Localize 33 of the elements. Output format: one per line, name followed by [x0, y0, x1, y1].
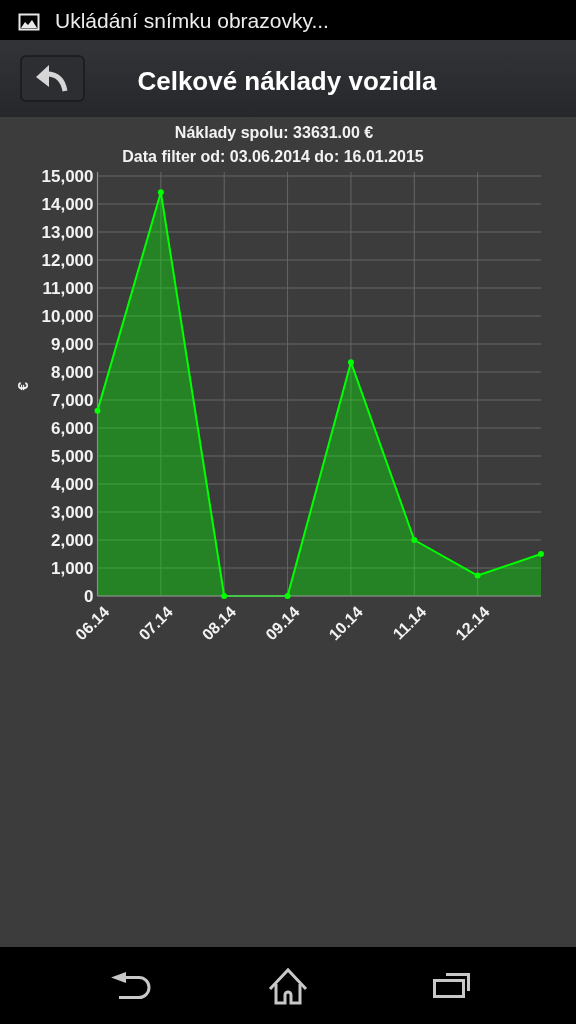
- text: Data filter od: 03.06.2014 do: 16.01.2015: [122, 148, 424, 165]
- y-tick-label: 4,000: [50, 475, 94, 495]
- point: [94, 407, 101, 414]
- y-tick-label: 2,000: [50, 531, 94, 551]
- point: [157, 189, 164, 196]
- y-tick-label: 8,000: [50, 363, 94, 383]
- back-button[interactable]: [20, 55, 85, 102]
- y-tick-label: 14,000: [41, 195, 94, 215]
- y-tick-label: 12,000: [41, 251, 94, 271]
- y-tick-label: 7,000: [50, 391, 94, 411]
- y-tick-label: 6,000: [50, 419, 94, 439]
- text: Ukládání snímku obrazovky...: [55, 9, 329, 32]
- y-tick-label: 13,000: [41, 223, 94, 243]
- y-tick-label: 5,000: [50, 447, 94, 467]
- point: [284, 593, 291, 599]
- point: [221, 593, 228, 599]
- chart-subtitle: Náklady spolu: 33631.00 €: [174, 124, 374, 141]
- point: [347, 359, 354, 366]
- point: [538, 551, 544, 557]
- y-tick-label: 1,000: [50, 559, 94, 579]
- y-axis-title: €: [14, 381, 31, 391]
- chart-title: Celkové náklady vozidla: [137, 66, 438, 96]
- recent-apps-icon[interactable]: [433, 973, 470, 998]
- y-tick-label: 3,000: [50, 503, 94, 523]
- y-tick-label: 11,000: [42, 279, 94, 299]
- y-tick-label: 15,000: [41, 167, 94, 187]
- back-icon[interactable]: [111, 972, 151, 999]
- y-tick-label: 10,000: [41, 307, 94, 327]
- point: [474, 572, 481, 579]
- y-tick-label: 0: [84, 587, 94, 607]
- home-icon[interactable]: [268, 967, 308, 1005]
- y-tick-label: 9,000: [50, 335, 94, 355]
- point: [411, 537, 418, 543]
